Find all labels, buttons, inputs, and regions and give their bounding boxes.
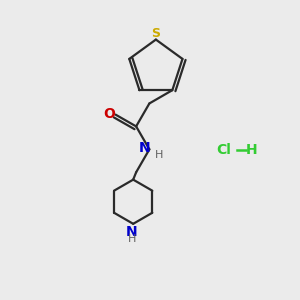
Text: S: S [152, 27, 160, 40]
Text: H: H [155, 150, 163, 160]
Text: N: N [126, 225, 137, 239]
Text: H: H [128, 234, 136, 244]
Text: Cl: Cl [216, 143, 231, 157]
Text: O: O [103, 107, 115, 121]
Text: H: H [246, 143, 257, 157]
Text: N: N [138, 141, 150, 155]
